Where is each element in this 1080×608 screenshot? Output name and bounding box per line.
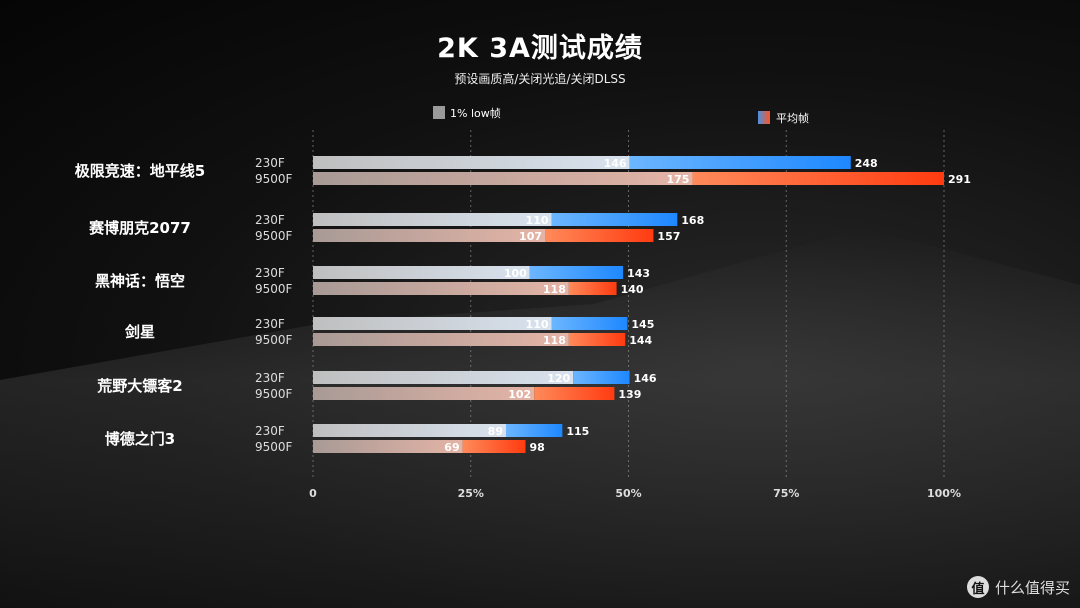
value-label-low: 110 — [526, 318, 549, 331]
cpu-label: 230F — [255, 156, 285, 170]
watermark-text: 什么值得买 — [994, 578, 1070, 597]
cpu-label: 9500F — [255, 333, 293, 347]
bar-low — [313, 282, 569, 295]
value-label-low: 175 — [666, 173, 689, 186]
cpu-label: 9500F — [255, 282, 293, 296]
x-tick-label: 100% — [927, 487, 961, 500]
value-label-low: 100 — [504, 267, 527, 280]
value-label-low: 120 — [547, 372, 570, 385]
cpu-label: 9500F — [255, 440, 293, 454]
bar-low — [313, 371, 574, 384]
value-label-avg: 248 — [855, 157, 878, 170]
bar-avg — [629, 156, 851, 169]
bar-avg — [462, 440, 526, 453]
bar-low — [313, 213, 552, 226]
value-label-low: 89 — [488, 425, 503, 438]
value-label-low: 118 — [543, 283, 566, 296]
bar-low — [313, 156, 630, 169]
game-label: 博德之门3 — [105, 430, 175, 448]
x-tick-label: 50% — [615, 487, 641, 500]
value-label-low: 146 — [604, 157, 627, 170]
value-label-low: 118 — [543, 334, 566, 347]
cpu-label: 230F — [255, 424, 285, 438]
cpu-label: 9500F — [255, 172, 293, 186]
value-label-avg: 143 — [627, 267, 650, 280]
x-tick-label: 25% — [458, 487, 484, 500]
value-label-avg: 146 — [634, 372, 657, 385]
value-label-avg: 144 — [629, 334, 652, 347]
game-label: 赛博朋克2077 — [88, 219, 191, 237]
value-label-avg: 157 — [657, 230, 680, 243]
legend-label-avg: 平均帧 — [776, 111, 809, 125]
value-label-avg: 168 — [681, 214, 704, 227]
value-label-avg: 115 — [566, 425, 589, 438]
watermark-icon: 值 — [966, 576, 989, 598]
bar-avg — [573, 371, 630, 384]
legend-label-low: 1% low帧 — [450, 106, 501, 120]
bar-low — [313, 172, 693, 185]
value-label-low: 102 — [508, 388, 531, 401]
game-label: 荒野大镖客2 — [97, 377, 182, 395]
chart-title: 2K 3A测试成绩 — [437, 33, 643, 64]
bar-avg — [551, 213, 678, 226]
value-label-low: 110 — [526, 214, 549, 227]
bar-low — [313, 333, 569, 346]
value-label-low: 107 — [519, 230, 542, 243]
cpu-label: 230F — [255, 213, 285, 227]
bar-low — [313, 317, 552, 330]
bar-low — [313, 266, 530, 279]
cpu-label: 230F — [255, 371, 285, 385]
bar-low — [313, 440, 463, 453]
x-tick-label: 75% — [773, 487, 799, 500]
game-label: 黑神话：悟空 — [95, 272, 185, 290]
value-label-avg: 98 — [530, 441, 545, 454]
value-label-low: 69 — [444, 441, 459, 454]
bar-low — [313, 387, 535, 400]
legend-swatch-avg — [758, 111, 770, 124]
legend-swatch-low — [433, 106, 445, 119]
game-label: 极限竞速：地平线5 — [75, 162, 205, 180]
value-label-avg: 140 — [621, 283, 644, 296]
bar-low — [313, 424, 506, 437]
value-label-avg: 291 — [948, 173, 971, 186]
chart-subtitle: 预设画质高/关闭光追/关闭DLSS — [454, 72, 626, 86]
bar-avg — [568, 333, 626, 346]
bar-avg — [534, 387, 615, 400]
cpu-label: 9500F — [255, 229, 293, 243]
bar-avg — [692, 172, 944, 185]
x-tick-label: 0 — [309, 487, 317, 500]
bar-avg — [505, 424, 563, 437]
bar-avg — [568, 282, 617, 295]
bar-avg — [529, 266, 624, 279]
cpu-label: 230F — [255, 317, 285, 331]
bar-avg — [545, 229, 654, 242]
watermark: 值 什么值得买 — [966, 576, 1070, 598]
value-label-avg: 145 — [631, 318, 654, 331]
bar-avg — [551, 317, 628, 330]
value-label-avg: 139 — [618, 388, 641, 401]
bar-low — [313, 229, 546, 242]
game-label: 剑星 — [124, 323, 155, 341]
cpu-label: 230F — [255, 266, 285, 280]
cpu-label: 9500F — [255, 387, 293, 401]
